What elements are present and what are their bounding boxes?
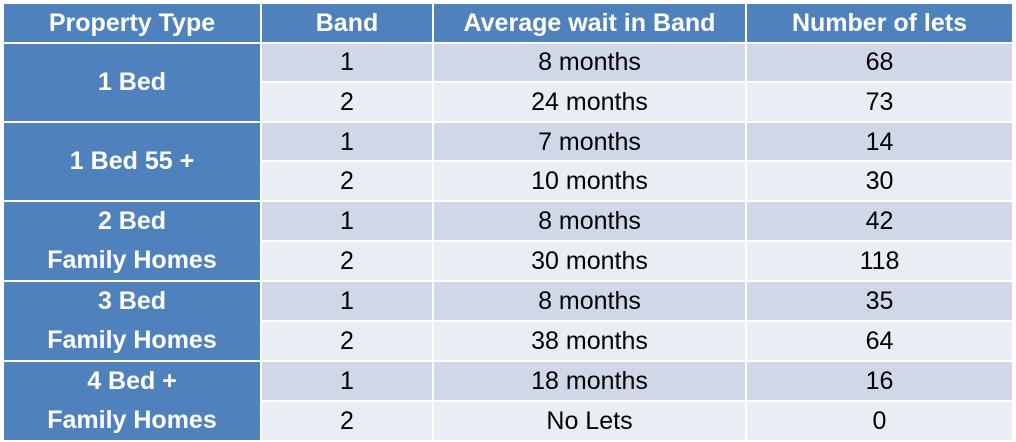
wait-cell: 18 months <box>434 361 745 400</box>
property-type-cell: 1 Bed 55 + <box>4 122 260 200</box>
table-row: 2 10 months 30 <box>4 162 1012 200</box>
property-type-line: 1 Bed 55 + <box>69 146 195 175</box>
band-cell: 2 <box>262 83 432 121</box>
property-type-line: Family Homes <box>47 325 217 354</box>
wait-cell: 10 months <box>434 162 745 200</box>
band-cell: 2 <box>262 241 432 280</box>
table-row: 4 Bed + Family Homes 1 18 months 16 <box>4 361 1012 440</box>
property-type-line: 1 Bed <box>97 67 167 96</box>
lets-cell: 118 <box>747 241 1012 280</box>
lets-cell: 64 <box>747 321 1012 360</box>
band-cell: 1 <box>262 281 432 320</box>
wait-cell: 30 months <box>434 241 745 280</box>
band-cell: 2 <box>262 162 432 200</box>
table-row: 1 Bed 55 + 1 7 months 14 <box>4 122 1012 200</box>
band-cell: 2 <box>262 401 432 440</box>
wait-cell: 8 months <box>434 43 745 82</box>
wait-cell: 38 months <box>434 321 745 360</box>
header-number-of-lets: Number of lets <box>747 4 1012 42</box>
property-type-line: 3 Bed <box>97 286 167 315</box>
table-row: 2 24 months 73 <box>4 83 1012 121</box>
wait-cell: 24 months <box>434 83 745 121</box>
property-type-line: Family Homes <box>47 405 217 434</box>
wait-cell: No Lets <box>434 401 745 440</box>
property-type-line: 2 Bed <box>97 206 167 235</box>
property-type-cell: 1 Bed <box>4 43 260 121</box>
band-cell: 1 <box>262 43 432 82</box>
property-type-cell: 4 Bed + Family Homes <box>4 361 260 440</box>
lets-cell: 68 <box>747 43 1012 82</box>
table-row: 2 30 months 118 <box>4 241 1012 280</box>
property-type-line: Family Homes <box>47 245 217 274</box>
lets-cell: 14 <box>747 122 1012 161</box>
band-cell: 2 <box>262 321 432 360</box>
table-row: 3 Bed Family Homes 1 8 months 35 <box>4 281 1012 360</box>
property-type-cell: 2 Bed Family Homes <box>4 201 260 280</box>
lets-cell: 0 <box>747 401 1012 440</box>
table-row: 2 Bed Family Homes 1 8 months 42 <box>4 201 1012 280</box>
lets-cell: 16 <box>747 361 1012 400</box>
wait-cell: 8 months <box>434 201 745 240</box>
lets-cell: 30 <box>747 162 1012 200</box>
band-cell: 1 <box>262 361 432 400</box>
header-average-wait: Average wait in Band <box>434 4 745 42</box>
header-row: Property Type Band Average wait in Band … <box>4 4 1012 42</box>
lets-cell: 35 <box>747 281 1012 320</box>
band-cell: 1 <box>262 201 432 240</box>
lets-cell: 73 <box>747 83 1012 121</box>
wait-cell: 8 months <box>434 281 745 320</box>
property-type-cell: 3 Bed Family Homes <box>4 281 260 360</box>
lets-cell: 42 <box>747 201 1012 240</box>
table-row: 1 Bed 1 8 months 68 <box>4 43 1012 121</box>
table-row: 2 38 months 64 <box>4 321 1012 360</box>
header-property-type: Property Type <box>4 4 260 42</box>
property-type-line: 4 Bed + <box>87 366 177 395</box>
wait-cell: 7 months <box>434 122 745 161</box>
table-row: 2 No Lets 0 <box>4 401 1012 440</box>
band-cell: 1 <box>262 122 432 161</box>
header-band: Band <box>262 4 432 42</box>
